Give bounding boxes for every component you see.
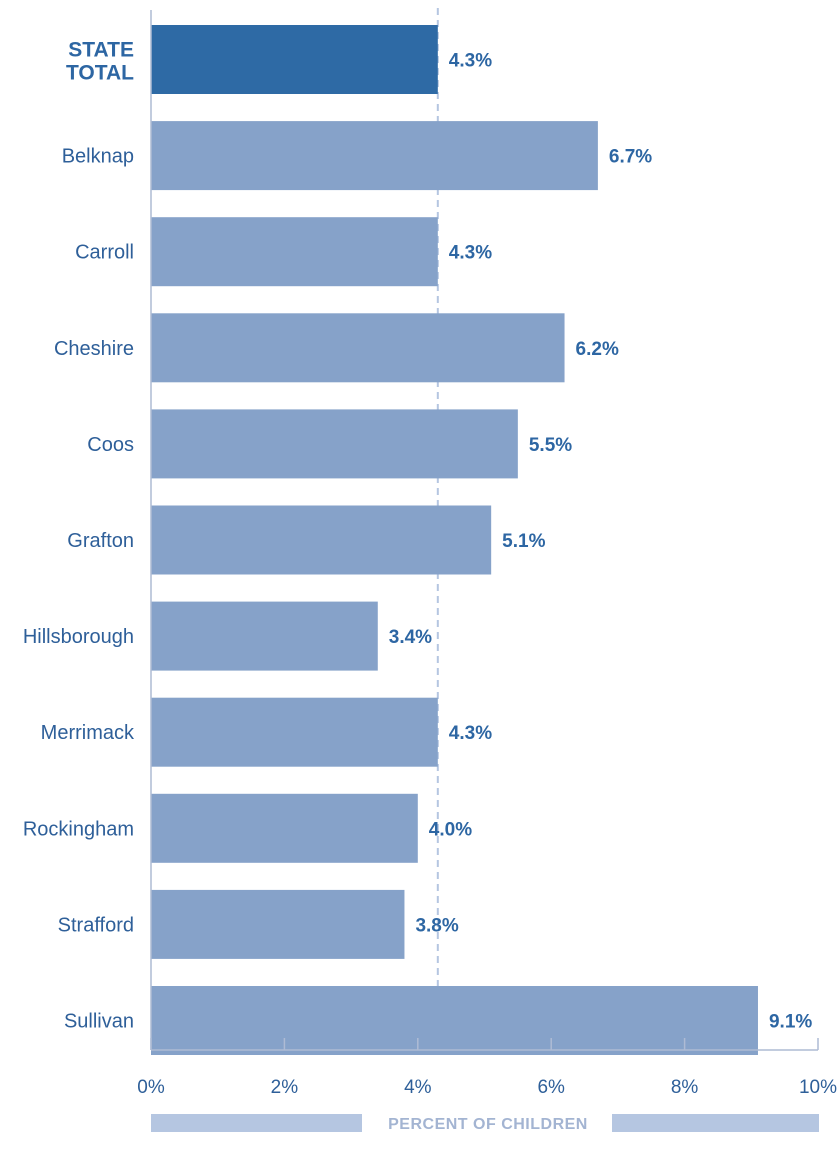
value-label: 3.8% (415, 915, 458, 936)
bar-carroll (151, 217, 438, 287)
bar-belknap (151, 121, 598, 191)
bar-strafford (151, 889, 405, 959)
value-label: 5.1% (502, 531, 545, 552)
category-label: Carroll (75, 242, 134, 264)
x-axis: 0% 2% 4% 6% 8% 10% (137, 10, 837, 1098)
value-label: 6.7% (609, 147, 652, 168)
bar-sullivan (151, 986, 758, 1055)
category-label: Hillsborough (23, 626, 134, 648)
bar-grafton (151, 505, 492, 575)
value-label: 4.3% (449, 723, 492, 744)
category-label: Grafton (67, 530, 134, 552)
value-labels: 4.3% 6.7% 4.3% 6.2% 5.5% 5.1% 3.4% 4.3% 4.0% 3.8%… (389, 51, 813, 1033)
axis-title-text: PERCENT OF CHILDREN (388, 1116, 588, 1133)
category-label-state-total: STATE TOTAL (66, 39, 134, 85)
bar-coos (151, 409, 518, 479)
value-label: 4.0% (429, 819, 472, 840)
bar-merrimack (151, 697, 438, 767)
bar-hillsborough (151, 601, 378, 671)
x-tick-label: 2% (271, 1077, 299, 1098)
category-label: Belknap (62, 146, 134, 168)
bar-rockingham (151, 793, 418, 863)
x-tick-label: 0% (137, 1077, 165, 1098)
state-total-word: STATE (68, 39, 134, 62)
category-label: Strafford (58, 914, 134, 936)
state-total-word: TOTAL (66, 62, 134, 85)
axis-title-bar-right (612, 1114, 819, 1132)
bar-state-total (151, 25, 438, 94)
category-labels: STATE TOTAL Belknap Carroll Cheshire Coos Graf… (23, 39, 135, 1033)
value-label: 5.5% (529, 435, 572, 456)
value-label: 4.3% (449, 243, 492, 264)
value-label: 4.3% (449, 51, 492, 72)
bar-cheshire (151, 313, 565, 383)
category-label: Sullivan (64, 1011, 134, 1033)
category-label: Rockingham (23, 818, 134, 840)
x-tick-label: 4% (404, 1077, 432, 1098)
category-label: Coos (87, 434, 134, 456)
x-tick-label: 6% (537, 1077, 565, 1098)
value-label: 3.4% (389, 627, 432, 648)
category-label: Merrimack (41, 722, 135, 744)
x-tick-label: 10% (799, 1077, 837, 1098)
value-label: 6.2% (576, 339, 619, 360)
category-label: Cheshire (54, 338, 134, 360)
bars-group (151, 8, 758, 1055)
x-tick-label: 8% (671, 1077, 699, 1098)
axis-title-bar-left (151, 1114, 362, 1132)
x-axis-title: PERCENT OF CHILDREN (151, 1114, 819, 1133)
value-label: 9.1% (769, 1012, 812, 1033)
